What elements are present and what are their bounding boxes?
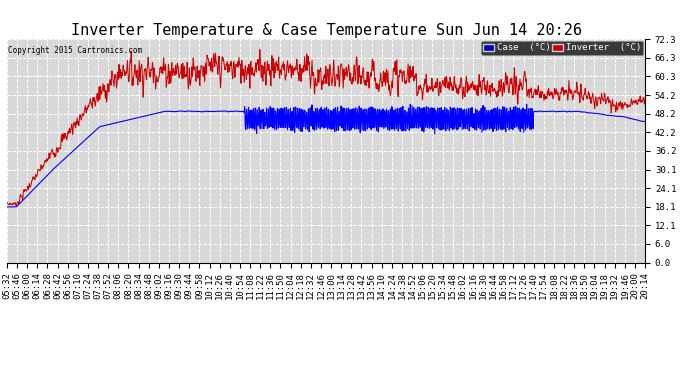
Legend: Case  (°C), Inverter  (°C): Case (°C), Inverter (°C) [481,41,643,55]
Text: Copyright 2015 Cartronics.com: Copyright 2015 Cartronics.com [8,46,142,55]
Title: Inverter Temperature & Case Temperature Sun Jun 14 20:26: Inverter Temperature & Case Temperature … [70,23,582,38]
